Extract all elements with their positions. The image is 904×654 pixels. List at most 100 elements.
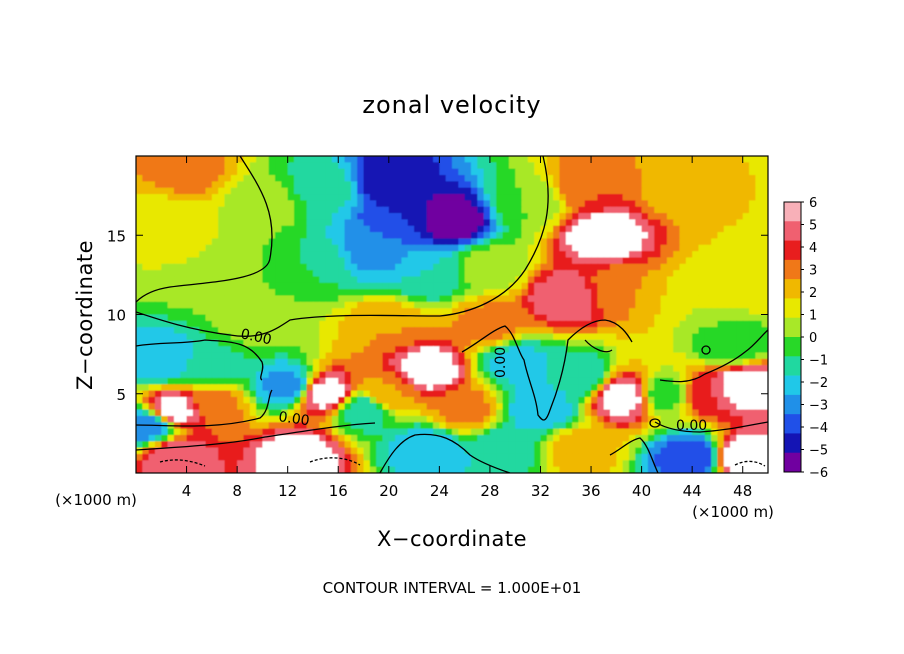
heatmap-cell [249, 409, 257, 417]
heatmap-cell [679, 466, 687, 473]
heatmap-cell [382, 162, 390, 170]
heatmap-cell [496, 358, 504, 366]
heatmap-cell [464, 270, 472, 278]
heatmap-cell [610, 390, 617, 398]
heatmap-cell [363, 257, 371, 265]
heatmap-cell [420, 238, 428, 246]
heatmap-cell [350, 346, 358, 354]
heatmap-cell [717, 403, 725, 411]
heatmap-cell [344, 238, 352, 246]
heatmap-cell [654, 238, 662, 246]
heatmap-cell [534, 403, 542, 411]
heatmap-cell [578, 396, 586, 404]
heatmap-cell [300, 213, 308, 220]
heatmap-cell [647, 251, 655, 259]
heatmap-cell [433, 200, 440, 208]
heatmap-cell [224, 238, 232, 246]
heatmap-cell [610, 175, 617, 182]
heatmap-cell [723, 428, 731, 436]
heatmap-cell [730, 403, 737, 411]
heatmap-cell [572, 232, 579, 240]
heatmap-cell [275, 244, 282, 252]
heatmap-cell [565, 276, 573, 284]
heatmap-cell [218, 289, 226, 297]
heatmap-cell [635, 308, 643, 316]
heatmap-cell [515, 466, 523, 473]
heatmap-cell [711, 377, 719, 385]
heatmap-cell [211, 181, 219, 189]
heatmap-cell [730, 168, 737, 176]
heatmap-cell [470, 308, 478, 316]
heatmap-cell [515, 453, 523, 461]
heatmap-cell [161, 219, 169, 227]
heatmap-cell [237, 289, 245, 297]
heatmap-cell [312, 251, 320, 259]
heatmap-cell [508, 257, 516, 265]
heatmap-cell [698, 460, 706, 468]
heatmap-cell [243, 352, 251, 360]
heatmap-cell [591, 232, 598, 240]
heatmap-cell [685, 225, 693, 233]
heatmap-cell [256, 460, 263, 468]
heatmap-cell [142, 308, 150, 316]
heatmap-cell [439, 384, 447, 392]
heatmap-cell [363, 276, 371, 284]
heatmap-cell [136, 377, 143, 385]
heatmap-cell [230, 251, 238, 259]
heatmap-cell [458, 327, 466, 335]
heatmap-cell [508, 162, 516, 170]
heatmap-cell [578, 460, 586, 468]
heatmap-cell [357, 301, 365, 309]
heatmap-cell [679, 339, 687, 347]
heatmap-cell [527, 257, 535, 265]
heatmap-cell [553, 289, 561, 297]
heatmap-cell [312, 409, 320, 417]
heatmap-cell [489, 314, 497, 322]
heatmap-cell [477, 168, 485, 176]
heatmap-cell [230, 187, 238, 195]
heatmap-cell [742, 181, 750, 189]
heatmap-cell [382, 308, 390, 316]
heatmap-cell [711, 447, 719, 455]
heatmap-cell [711, 156, 719, 163]
heatmap-cell [635, 270, 643, 278]
heatmap-cell [515, 225, 523, 233]
heatmap-cell [616, 295, 624, 303]
heatmap-cell [742, 371, 750, 379]
heatmap-cell [243, 200, 251, 208]
heatmap-cell [249, 276, 257, 284]
heatmap-cell [654, 276, 662, 284]
heatmap-cell [395, 282, 403, 290]
heatmap-cell [154, 371, 162, 379]
heatmap-cell [591, 409, 598, 417]
heatmap-cell [565, 346, 573, 354]
heatmap-cell [540, 409, 548, 417]
heatmap-cell [477, 175, 485, 182]
heatmap-cell [148, 371, 156, 379]
heatmap-cell [167, 219, 175, 227]
heatmap-cell [142, 403, 150, 411]
heatmap-cell [281, 428, 289, 436]
heatmap-cell [192, 200, 200, 208]
heatmap-cell [300, 346, 308, 354]
heatmap-cell [401, 244, 409, 252]
heatmap-cell [521, 168, 529, 176]
heatmap-cell [749, 409, 756, 417]
heatmap-cell [287, 453, 295, 461]
heatmap-cell [464, 200, 472, 208]
heatmap-cell [749, 187, 756, 195]
heatmap-cell [312, 339, 320, 347]
heatmap-cell [211, 276, 219, 284]
heatmap-cell [692, 194, 700, 201]
heatmap-cell [363, 460, 371, 468]
heatmap-cell [161, 396, 169, 404]
heatmap-cell [445, 238, 453, 246]
heatmap-cell [717, 453, 725, 461]
heatmap-cell [565, 213, 573, 220]
heatmap-cell [742, 162, 750, 170]
heatmap-cell [755, 238, 763, 246]
heatmap-cell [515, 409, 523, 417]
heatmap-cell [306, 282, 314, 290]
heatmap-cell [515, 168, 523, 176]
heatmap-cell [268, 441, 276, 449]
